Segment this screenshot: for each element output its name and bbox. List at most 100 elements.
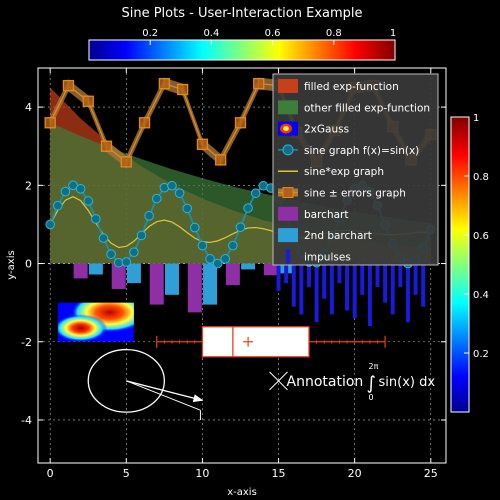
error-marker xyxy=(138,117,151,129)
right-colorbar-tick-label: 0.6 xyxy=(473,231,489,242)
sine-marker xyxy=(98,233,109,243)
bar-1 xyxy=(187,263,202,313)
sine-marker xyxy=(235,222,246,232)
legend-label: other filled exp-function xyxy=(304,102,430,114)
legend-swatch-image-core xyxy=(283,126,289,132)
x-tick-label: 15 xyxy=(272,467,286,480)
y-axis-label: y-axis xyxy=(6,250,17,279)
error-marker xyxy=(234,117,247,129)
sine-marker xyxy=(167,180,177,191)
legend[interactable]: filled exp-function other filled exp-func… xyxy=(272,73,439,266)
sine-marker xyxy=(83,196,94,206)
sine-marker xyxy=(220,254,231,264)
ellipse-annotation xyxy=(87,348,166,413)
x-tick-label: 25 xyxy=(424,467,438,480)
right-colorbar-tick-label: 0.4 xyxy=(473,290,489,301)
legend-label: barchart xyxy=(304,209,348,221)
error-marker xyxy=(120,156,132,168)
sine-marker xyxy=(250,188,261,198)
error-marker xyxy=(176,83,189,96)
right-colorbar-tick-label: 0.2 xyxy=(473,349,489,360)
top-colorbar-tick-label: 0.6 xyxy=(265,28,281,39)
annotation-text: Annotation xyxy=(287,374,364,390)
top-colorbar-gradient xyxy=(88,39,396,61)
error-marker xyxy=(44,117,56,129)
sine-marker xyxy=(136,230,147,241)
top-colorbar-tick-label: 0.2 xyxy=(142,28,158,39)
y-tick-label: 0 xyxy=(25,258,32,271)
x-tick-label: 0 xyxy=(47,467,54,480)
annotation-integral-upper: 2π xyxy=(369,362,379,371)
legend-box xyxy=(272,73,439,266)
legend-item[interactable]: filled exp-function xyxy=(278,79,399,93)
error-marker xyxy=(196,138,209,150)
bar-2 xyxy=(126,263,141,284)
top-colorbar: 0.2 0.4 0.6 0.8 1 xyxy=(88,28,396,61)
sine-marker xyxy=(228,240,238,251)
legend-label: impulses xyxy=(304,251,351,263)
error-marker xyxy=(158,77,171,90)
legend-swatch-marker xyxy=(282,144,294,156)
error-marker xyxy=(62,79,75,92)
legend-item[interactable]: sine*exp graph xyxy=(278,166,384,178)
sine-marker xyxy=(68,180,78,191)
sine-marker xyxy=(106,249,116,259)
sine-marker xyxy=(182,203,192,214)
sine-marker xyxy=(197,240,208,251)
error-marker xyxy=(253,77,265,90)
bar-2 xyxy=(164,263,179,295)
legend-item[interactable]: 2xGauss xyxy=(278,121,349,136)
y-tick-label: 2 xyxy=(25,179,32,192)
bar-1 xyxy=(111,263,126,289)
legend-item[interactable]: sine ± errors graph xyxy=(278,187,406,200)
legend-label: 2nd barchart xyxy=(304,230,372,242)
right-colorbar-gradient xyxy=(450,116,470,413)
top-colorbar-tick-label: 1 xyxy=(390,28,396,39)
x-tick-label: 10 xyxy=(195,467,209,480)
bar-2 xyxy=(203,263,218,305)
sine-marker xyxy=(144,211,154,221)
annotation-cross-2 xyxy=(269,371,288,391)
legend-item[interactable]: other filled exp-function xyxy=(278,100,430,115)
legend-item[interactable]: impulses xyxy=(286,249,351,264)
legend-label: filled exp-function xyxy=(304,81,399,93)
chart-title: Sine Plots - User-Interaction Example xyxy=(121,6,362,21)
legend-swatch xyxy=(278,228,298,243)
legend-item[interactable]: 2nd barchart xyxy=(278,228,372,243)
sine-marker xyxy=(52,200,63,211)
legend-swatch xyxy=(278,206,298,221)
gauss-image-peak-1 xyxy=(57,302,134,342)
error-marker xyxy=(215,154,227,166)
annotation-integral-body: sin(x) dx xyxy=(379,375,436,390)
legend-label: sine graph f(x)=sin(x) xyxy=(304,145,419,157)
bar-1 xyxy=(149,263,164,305)
sine-marker xyxy=(190,222,200,233)
annotation-integral-lower: 0 xyxy=(369,393,374,402)
top-colorbar-tick-label: 0.4 xyxy=(203,28,219,39)
y-tick-label: -4 xyxy=(21,414,32,427)
legend-swatch-impulse xyxy=(286,249,290,264)
arrow-annotation-line-2 xyxy=(126,380,201,411)
bar-1 xyxy=(263,263,278,276)
bar-2 xyxy=(241,263,256,270)
bar-1 xyxy=(225,263,240,286)
right-colorbar-tick-label: 0.8 xyxy=(473,172,489,183)
sine-marker xyxy=(121,257,132,267)
boxplot-box xyxy=(201,326,310,358)
bar-2 xyxy=(88,263,103,275)
sine-marker xyxy=(243,203,253,213)
legend-item[interactable]: barchart xyxy=(278,206,348,221)
sine-marker xyxy=(129,247,139,258)
legend-swatch xyxy=(278,79,298,93)
sine-marker xyxy=(75,184,86,194)
sine-marker xyxy=(45,219,55,230)
x-tick-label: 20 xyxy=(348,467,362,480)
right-colorbar: 0.2 0.4 0.6 0.8 1 xyxy=(450,113,489,413)
legend-item[interactable]: sine graph f(x)=sin(x) xyxy=(278,144,419,157)
y-tick-label: -2 xyxy=(21,336,32,349)
sine-marker xyxy=(151,193,162,204)
legend-label: sine ± errors graph xyxy=(304,188,406,200)
annotation-integral-sign: ∫ xyxy=(367,373,376,394)
bar-1 xyxy=(73,263,88,279)
